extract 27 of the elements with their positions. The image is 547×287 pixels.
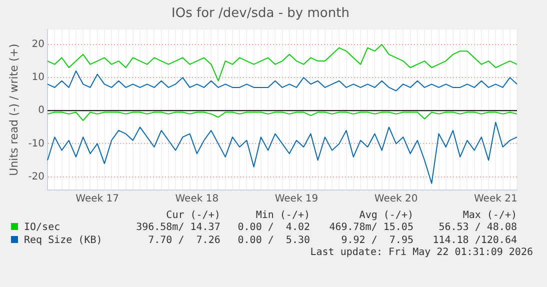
legend-label: Req Size (KB) — [23, 234, 104, 247]
text: 114.18 /120.64 — [432, 234, 517, 247]
text: 0.00 / 4.02 — [236, 221, 310, 234]
text: 469.78m/ 15.05 — [328, 221, 414, 234]
y-tick-label: 20 — [32, 39, 45, 50]
text: Min (-/+) — [254, 210, 310, 221]
x-tick-label: Week 20 — [374, 194, 418, 205]
text: 56.53 / 48.08 — [438, 221, 517, 234]
text: 0.00 / 5.30 — [236, 234, 310, 247]
text: 7.70 / 7.26 — [147, 234, 220, 247]
legend-label: IO/sec — [23, 221, 62, 234]
x-tick-label: Week 21 — [474, 194, 518, 205]
x-tick-label: Week 17 — [76, 194, 119, 205]
y-tick-label: 10 — [32, 72, 45, 84]
y-tick-label: -20 — [28, 171, 45, 182]
chart-title: IOs for /dev/sda - by month — [172, 6, 350, 22]
text: Last update: Fri May 22 01:31:09 2026 — [309, 247, 533, 258]
text: Max (-/+) — [462, 210, 517, 221]
text: Avg (-/+) — [358, 210, 414, 221]
text: 9.92 / 7.95 — [340, 234, 414, 247]
text: Cur (-/+) — [165, 210, 220, 221]
y-tick-label: -10 — [28, 138, 45, 150]
y-tick-label: 0 — [38, 105, 45, 116]
text: 396.58m/ 14.37 — [135, 221, 220, 234]
x-tick-label: Week 19 — [274, 194, 318, 205]
y-axis-title: Units read (-) / write (+) — [7, 44, 20, 176]
x-tick-label: Week 18 — [175, 194, 219, 205]
